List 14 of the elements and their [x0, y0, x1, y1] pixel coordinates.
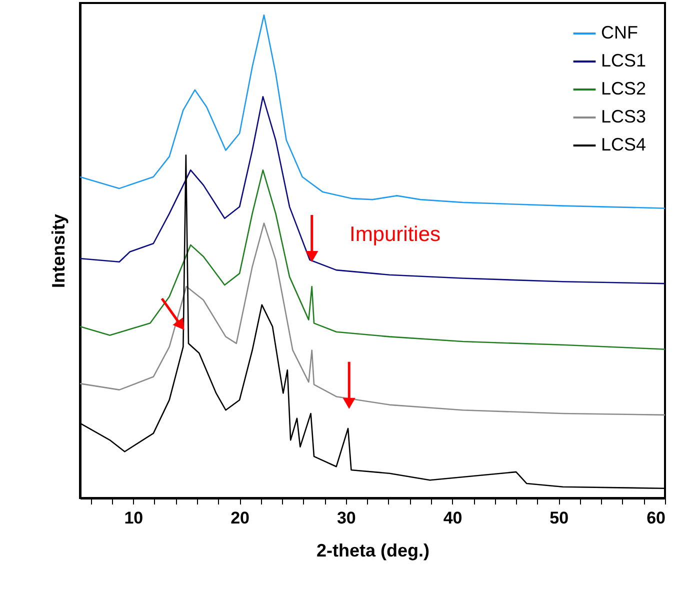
x-tick-label: 20	[230, 508, 250, 528]
x-axis-title: 2-theta (deg.)	[316, 540, 430, 560]
legend-label: CNF	[601, 22, 638, 42]
legend-label: LCS4	[601, 134, 646, 154]
y-axis-title: Intensity	[48, 214, 68, 288]
x-tick-label: 40	[443, 508, 462, 528]
legend-label: LCS2	[601, 78, 646, 98]
x-tick-label: 60	[646, 508, 666, 528]
annotation: Impurities	[349, 223, 441, 246]
x-tick-label: 30	[336, 508, 356, 528]
legend-label: LCS1	[601, 50, 646, 70]
x-tick-label: 50	[550, 508, 569, 528]
legend-label: LCS3	[601, 106, 646, 126]
x-tick-label: 10	[124, 508, 144, 528]
